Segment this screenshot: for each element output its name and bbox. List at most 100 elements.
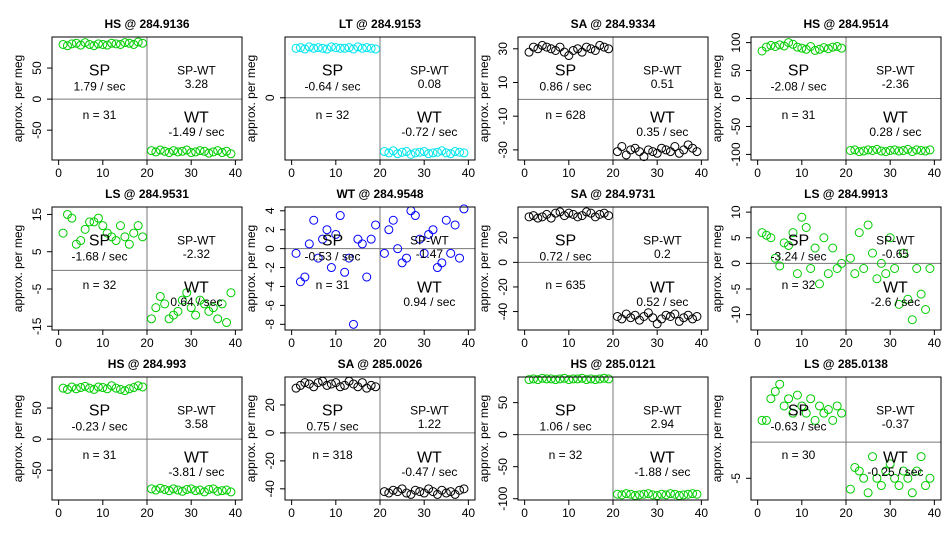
data-point — [542, 374, 552, 384]
data-point — [819, 43, 829, 53]
data-point — [890, 145, 900, 155]
data-point — [859, 146, 869, 156]
spwt-value: -2.32 — [183, 247, 211, 261]
data-point — [379, 147, 389, 157]
plot-frame — [750, 36, 942, 161]
data-point — [85, 39, 95, 49]
data-point — [446, 248, 456, 258]
data-point — [76, 236, 86, 246]
data-point — [903, 473, 913, 483]
data-point — [661, 145, 671, 155]
data-point — [393, 487, 403, 497]
spwt-value: 3.28 — [185, 77, 209, 91]
data-point — [921, 481, 931, 491]
wt-rate: 0.94 / sec — [403, 295, 455, 309]
data-point — [792, 269, 802, 279]
data-point — [612, 489, 622, 499]
spwt-value: -1.47 — [416, 247, 444, 261]
data-point — [195, 485, 205, 495]
y-tick-label: -20 — [263, 452, 277, 470]
data-point — [916, 145, 926, 155]
data-point — [599, 373, 609, 383]
data-point — [357, 378, 367, 388]
x-tick-label: 20 — [140, 336, 154, 350]
data-point — [652, 148, 662, 158]
data-point — [441, 148, 451, 158]
n-count: n = 31 — [782, 108, 816, 122]
panel-title: HS @ 284.9514 — [803, 17, 888, 31]
y-tick-label: 50 — [496, 396, 510, 410]
data-point — [604, 211, 614, 221]
wt-label: WT — [184, 449, 209, 466]
y-tick-label: 30 — [496, 42, 510, 56]
y-tick-label: -8 — [263, 319, 277, 330]
data-point — [665, 147, 675, 157]
data-point — [115, 221, 125, 231]
x-tick-label: 0 — [288, 166, 295, 180]
data-point — [859, 264, 869, 273]
data-point — [797, 43, 807, 53]
y-tick-label: 100 — [729, 32, 743, 52]
data-point — [384, 148, 394, 158]
x-tick-label: 30 — [185, 166, 199, 180]
x-tick-label: 30 — [418, 336, 432, 350]
data-point — [295, 380, 305, 390]
data-point — [792, 390, 802, 400]
data-point — [191, 486, 201, 496]
data-point — [353, 42, 363, 52]
data-point — [313, 253, 323, 263]
data-point — [182, 288, 192, 298]
data-point — [639, 489, 649, 499]
data-point — [559, 211, 569, 221]
data-point — [801, 44, 811, 54]
data-point — [810, 243, 820, 253]
y-tick-label: 2 — [263, 226, 277, 233]
data-point — [661, 310, 671, 320]
data-point — [424, 484, 434, 494]
data-point — [907, 147, 917, 157]
spwt-value: -0.65 — [882, 247, 910, 261]
data-point — [428, 225, 438, 235]
data-point — [393, 244, 403, 254]
panel-title: LT @ 284.9153 — [339, 17, 422, 31]
sp-label: SP — [322, 403, 343, 420]
x-tick-label: 40 — [928, 506, 942, 520]
data-point — [854, 147, 864, 157]
x-tick-label: 30 — [185, 336, 199, 350]
data-point — [80, 224, 90, 234]
data-point — [222, 485, 232, 495]
data-point — [907, 488, 917, 498]
data-point — [524, 212, 534, 222]
data-point — [58, 228, 68, 238]
data-point — [459, 204, 469, 214]
data-point — [124, 239, 134, 249]
x-tick-label: 10 — [329, 336, 343, 350]
data-point — [832, 42, 842, 52]
data-point — [348, 379, 358, 389]
wt-rate: -3.81 / sec — [168, 465, 224, 479]
data-point — [437, 258, 447, 268]
data-point — [384, 488, 394, 498]
data-point — [775, 40, 785, 50]
data-point — [120, 386, 130, 396]
data-point — [357, 239, 367, 249]
y-tick-label: -5 — [30, 283, 44, 294]
x-tick-label: 10 — [562, 506, 576, 520]
data-point — [586, 374, 596, 384]
data-point — [770, 253, 780, 263]
data-point — [757, 415, 767, 425]
data-point — [788, 408, 798, 418]
data-point — [340, 43, 350, 53]
sp-rate: 1.79 / sec — [73, 80, 125, 94]
x-tick-label: 10 — [562, 336, 576, 350]
x-tick-label: 40 — [462, 166, 476, 180]
data-point — [89, 41, 99, 51]
x-tick-label: 20 — [839, 166, 853, 180]
n-count: n = 635 — [545, 278, 586, 292]
data-point — [441, 488, 451, 498]
data-point — [217, 299, 227, 309]
spwt-label: SP-WT — [177, 64, 216, 78]
y-tick-label: -40 — [263, 480, 277, 498]
data-point — [133, 221, 143, 231]
data-point — [912, 264, 922, 273]
